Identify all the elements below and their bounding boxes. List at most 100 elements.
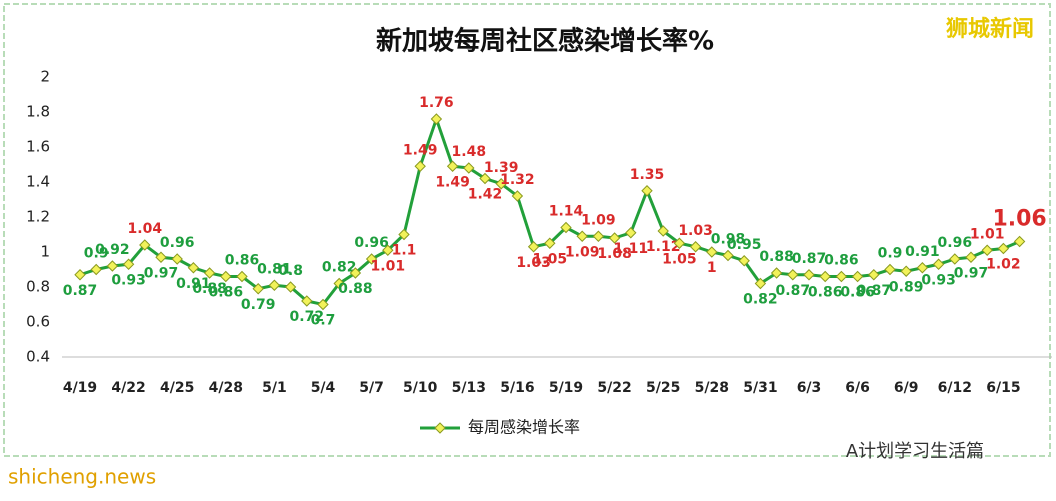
watermark: 狮城新闻 [946, 16, 1034, 42]
data-label: 0.87 [857, 283, 892, 299]
marker [819, 270, 831, 283]
data-label: 1.01 [970, 226, 1005, 242]
x-tick-label: 5/25 [646, 380, 680, 396]
x-tick-label: 5/13 [452, 380, 486, 396]
marker [139, 239, 151, 251]
data-label: 1.03 [678, 223, 713, 239]
marker [722, 249, 734, 262]
marker [997, 242, 1010, 255]
marker [479, 172, 491, 185]
data-label: 0.86 [840, 285, 875, 301]
x-tick-label: 5/4 [311, 380, 336, 396]
data-label: 0.86 [808, 285, 843, 301]
marker [268, 279, 281, 291]
data-label: 1.02 [986, 257, 1021, 273]
y-tick-label: 1.8 [26, 103, 50, 121]
data-label: 0.97 [144, 265, 179, 281]
x-tick-label: 4/25 [160, 380, 194, 396]
marker [74, 269, 86, 281]
x-tick-label: 6/12 [938, 380, 972, 396]
data-label: 1.49 [435, 174, 470, 190]
marker [236, 270, 248, 283]
marker [106, 260, 119, 272]
data-label: 0.93 [111, 272, 146, 288]
data-label: 0.96 [160, 235, 195, 251]
data-label: 1 [707, 260, 717, 276]
data-label: 0.88 [192, 281, 227, 297]
data-label: 1.01 [371, 258, 406, 274]
legend-label: 每周感染增长率 [468, 418, 580, 437]
marker [932, 258, 945, 270]
marker [171, 253, 183, 265]
data-label: 1.35 [630, 167, 665, 183]
data-label: 0.81 [257, 261, 292, 277]
marker [625, 227, 637, 239]
x-tick-label: 4/22 [111, 380, 145, 396]
data-label: 1.14 [549, 204, 584, 220]
data-label: 0.7 [311, 313, 336, 329]
y-tick-label: 0.4 [26, 348, 50, 366]
data-label: 0.79 [241, 297, 276, 313]
data-label: 0.87 [792, 251, 827, 267]
marker [544, 237, 556, 249]
data-label: 0.97 [954, 265, 989, 281]
data-label: 0.87 [63, 283, 98, 299]
marker [203, 267, 216, 279]
data-label: 0.91 [176, 276, 211, 292]
data-label: 0.96 [354, 235, 389, 251]
marker [349, 267, 362, 279]
marker [835, 270, 848, 283]
x-tick-label: 5/16 [500, 380, 534, 396]
marker [673, 237, 686, 249]
y-tick-label: 1.6 [26, 138, 50, 156]
x-tick-label: 6/6 [845, 380, 870, 396]
marker [365, 253, 378, 265]
marker [333, 277, 345, 290]
marker [1013, 235, 1026, 248]
marker [657, 225, 669, 237]
x-tick-label: 5/22 [597, 380, 631, 396]
marker [868, 269, 880, 281]
marker [787, 269, 799, 281]
marker [689, 241, 702, 253]
y-tick-label: 0.8 [26, 278, 50, 296]
footer-account: A计划学习生活篇 [846, 441, 984, 462]
data-label: 0.96 [938, 235, 973, 251]
marker [398, 228, 410, 241]
data-label: 0.8 [278, 263, 303, 279]
marker [430, 113, 443, 125]
y-tick-label: 2 [40, 68, 50, 86]
x-tick-label: 5/31 [743, 380, 777, 396]
x-tick-label: 5/1 [262, 380, 287, 396]
data-label: 1.76 [419, 95, 454, 111]
data-label: 1.04 [128, 221, 163, 237]
data-label: 1.09 [565, 244, 600, 260]
marker [754, 277, 767, 290]
data-label: 0.98 [711, 232, 746, 248]
data-label: 0.87 [776, 283, 811, 299]
marker [608, 232, 621, 244]
y-tick-label: 1 [40, 243, 50, 261]
marker [414, 160, 426, 172]
data-label: 1.48 [452, 144, 487, 160]
x-tick-label: 6/15 [986, 380, 1020, 396]
marker [770, 267, 783, 279]
x-tick-label: 4/28 [209, 380, 243, 396]
data-label: 0.92 [95, 242, 130, 258]
x-tick-label: 6/3 [797, 380, 822, 396]
data-label: 1.05 [533, 251, 568, 267]
x-tick-label: 6/9 [894, 380, 919, 396]
marker [592, 230, 605, 242]
marker [317, 298, 329, 311]
data-label: 1.05 [662, 251, 697, 267]
marker [252, 283, 264, 295]
marker [560, 221, 572, 234]
data-label: 0.88 [338, 281, 373, 297]
data-label: 1.49 [403, 142, 438, 158]
y-tick-label: 0.6 [26, 313, 50, 331]
data-label: 1.11 [614, 241, 649, 257]
data-label: 1.03 [516, 255, 551, 271]
marker [463, 162, 475, 174]
marker [511, 190, 524, 202]
marker [706, 246, 718, 258]
